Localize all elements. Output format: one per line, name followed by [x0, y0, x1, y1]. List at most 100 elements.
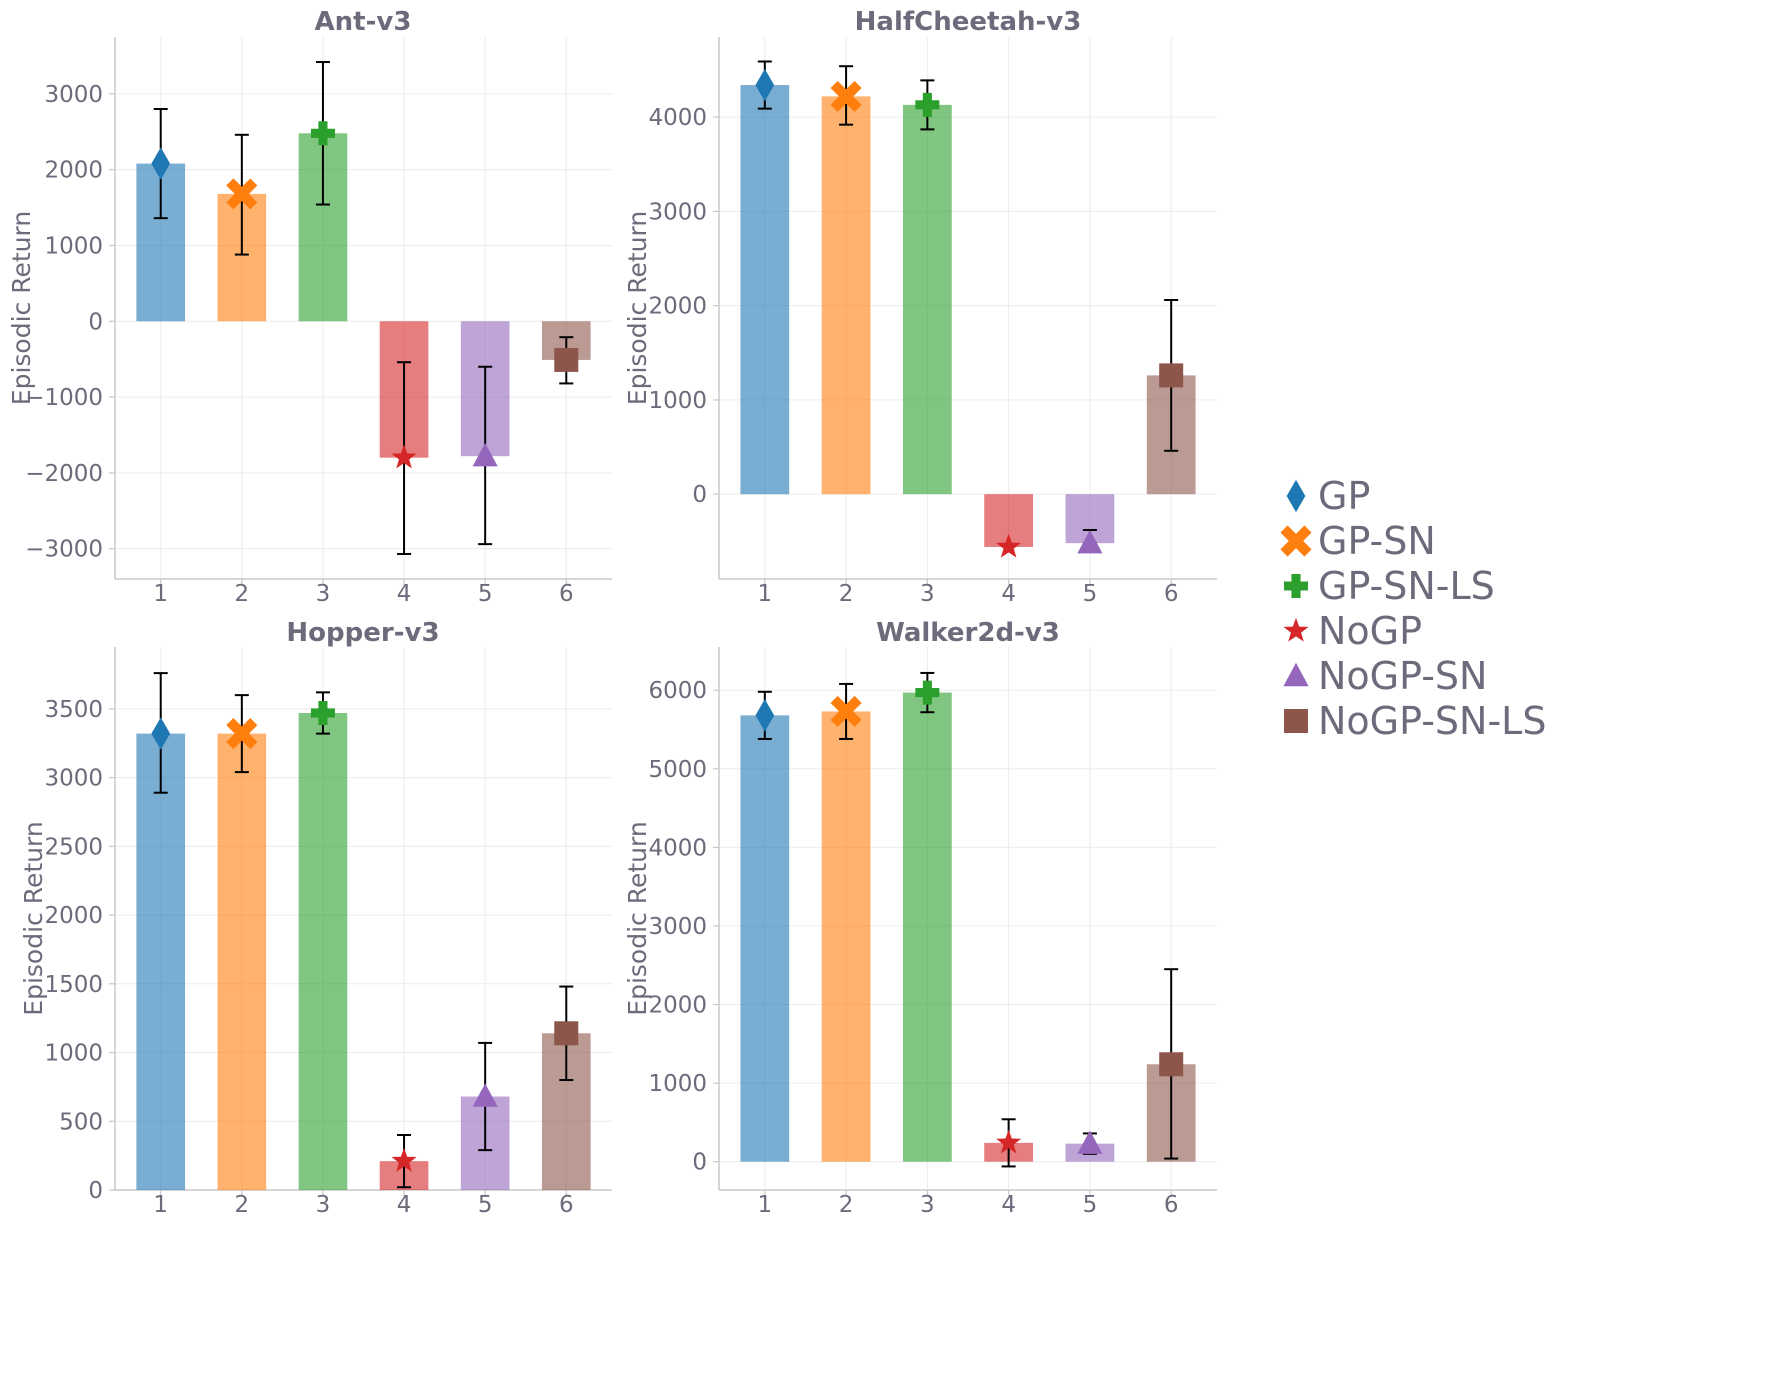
legend-marker-nogp-sn — [1283, 662, 1309, 687]
marker-gp-sn — [226, 178, 258, 210]
subplot-title: Walker2d-v3 — [876, 618, 1060, 648]
x-tick-label: 6 — [1164, 581, 1179, 607]
x-tick-label: 5 — [1083, 1192, 1098, 1218]
marker-nogp-sn — [1077, 529, 1103, 554]
y-tick-label: 5000 — [648, 757, 707, 783]
x-tick-label: 4 — [397, 581, 412, 607]
x-tick-label: 2 — [839, 1192, 854, 1218]
legend-item-gp-sn: GP-SN — [1280, 519, 1436, 563]
x-tick-label: 1 — [757, 581, 772, 607]
y-tick-label: 1000 — [44, 233, 103, 259]
x-tick-label: 4 — [397, 1192, 412, 1218]
x-tick-label: 6 — [559, 1192, 574, 1218]
y-tick-label: 1500 — [44, 972, 103, 998]
x-tick-label: 3 — [920, 581, 935, 607]
marker-gp-sn — [830, 80, 862, 112]
y-tick-label: 3000 — [44, 82, 103, 108]
legend-item-nogp-sn: NoGP-SN — [1283, 654, 1487, 698]
x-tick-label: 1 — [757, 1192, 772, 1218]
bar-gp-sn-ls — [902, 692, 952, 1162]
marker-nogp-sn-ls — [1159, 1052, 1184, 1077]
y-tick-label: 0 — [88, 1178, 103, 1204]
bar-gp — [740, 715, 790, 1162]
legend-item-gp: GP — [1286, 474, 1370, 518]
marker-nogp-sn — [472, 1083, 498, 1107]
y-tick-label: 1000 — [648, 1071, 707, 1097]
x-tick-label: 3 — [316, 581, 331, 607]
marker-gp-sn-ls — [915, 92, 940, 117]
legend-item-nogp-sn-ls: NoGP-SN-LS — [1284, 699, 1546, 743]
y-axis-label: Episodic Return — [623, 211, 652, 405]
bar-gp-sn-ls — [902, 104, 952, 495]
marker-gp — [151, 717, 171, 750]
y-tick-label: −2000 — [25, 461, 103, 487]
subplot-title: HalfCheetah-v3 — [855, 7, 1082, 37]
marker-nogp — [996, 533, 1022, 558]
marker-nogp — [391, 444, 417, 469]
marker-gp-sn-ls — [310, 121, 335, 146]
subplot-title: Ant-v3 — [315, 7, 412, 37]
x-tick-label: 4 — [1001, 581, 1016, 607]
bar-gp-sn — [821, 711, 871, 1162]
y-tick-label: 2000 — [648, 993, 707, 1019]
x-tick-label: 5 — [1083, 581, 1098, 607]
x-tick-label: 1 — [153, 1192, 168, 1218]
y-tick-label: 2000 — [648, 294, 707, 320]
legend-item-gp-sn-ls: GP-SN-LS — [1284, 564, 1495, 608]
bar-gp-sn — [821, 96, 871, 495]
legend-label: GP — [1318, 474, 1370, 518]
legend-label: NoGP-SN — [1318, 654, 1487, 698]
marker-gp-sn — [226, 718, 258, 750]
y-axis-label: Episodic Return — [623, 821, 652, 1015]
y-tick-label: 4000 — [648, 835, 707, 861]
y-tick-label: 3000 — [648, 199, 707, 225]
bar-gp-sn-ls — [298, 712, 348, 1190]
y-tick-label: 1000 — [648, 388, 707, 414]
marker-gp — [755, 68, 775, 102]
x-tick-label: 2 — [235, 581, 250, 607]
marker-nogp-sn-ls — [1159, 363, 1184, 388]
y-tick-label: 3500 — [44, 697, 103, 723]
y-tick-label: 1000 — [44, 1041, 103, 1067]
x-tick-label: 4 — [1001, 1192, 1016, 1218]
legend-label: NoGP — [1318, 609, 1422, 653]
x-tick-label: 5 — [478, 581, 493, 607]
x-tick-label: 2 — [235, 1192, 250, 1218]
marker-nogp-sn-ls — [554, 1021, 579, 1046]
x-tick-label: 5 — [478, 1192, 493, 1218]
y-tick-label: 3000 — [648, 914, 707, 940]
subplot-title: Hopper-v3 — [286, 618, 439, 648]
legend-marker-gp-sn — [1280, 525, 1312, 557]
legend-label: GP-SN-LS — [1318, 564, 1495, 608]
y-tick-label: 6000 — [648, 678, 707, 704]
marker-nogp-sn — [1077, 1130, 1103, 1154]
legend-marker-nogp-sn-ls — [1284, 709, 1308, 733]
y-tick-label: 2500 — [44, 834, 103, 860]
legend-marker-gp-sn-ls — [1284, 574, 1308, 598]
y-tick-label: 4000 — [648, 105, 707, 131]
legend-item-nogp: NoGP — [1283, 609, 1422, 653]
marker-gp — [755, 699, 775, 732]
bar-gp — [740, 85, 790, 495]
y-tick-label: 2000 — [44, 903, 103, 929]
marker-nogp — [391, 1147, 417, 1172]
y-tick-label: 0 — [88, 309, 103, 335]
y-tick-label: −1000 — [25, 385, 103, 411]
legend-marker-nogp — [1283, 617, 1309, 642]
y-tick-label: 0 — [692, 1150, 707, 1176]
marker-nogp — [996, 1129, 1022, 1154]
bar-gp — [136, 733, 186, 1190]
marker-nogp-sn-ls — [554, 347, 579, 372]
marker-gp-sn-ls — [310, 700, 335, 725]
bar-gp-sn — [217, 733, 267, 1190]
x-tick-label: 2 — [839, 581, 854, 607]
x-tick-label: 6 — [1164, 1192, 1179, 1218]
subplot-halfcheetah-v3: 0 1000 2000 3000 4000 1 2 3 4 5 6 HalfCheetah-v3 Epi… — [623, 7, 1217, 607]
legend-marker-gp — [1286, 479, 1306, 513]
subplot-ant-v3: −3000 −2000 −1000 0 1000 2000 3000 1 2 3 4 5 6 Ant-v3… — [7, 7, 612, 607]
x-tick-label: 1 — [153, 581, 168, 607]
y-tick-label: 2000 — [44, 158, 103, 184]
marker-gp — [151, 147, 171, 180]
